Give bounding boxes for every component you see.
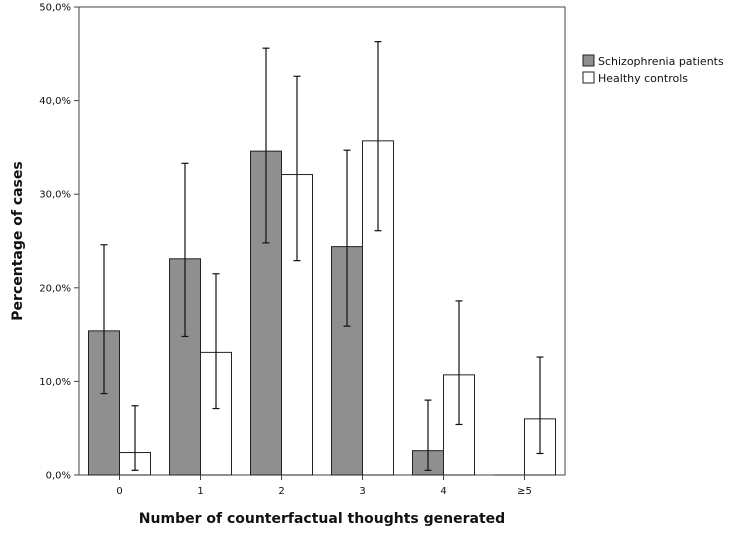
y-tick-label: 50,0% xyxy=(39,3,71,14)
legend-swatch-schizophrenia xyxy=(582,54,595,67)
x-tick-label: 0 xyxy=(116,486,122,497)
error-bars xyxy=(100,41,544,471)
plot-area xyxy=(78,6,566,476)
y-axis-title: Percentage of cases xyxy=(10,161,26,320)
x-tick-label: 4 xyxy=(440,486,446,497)
legend: Schizophrenia patients Healthy controls xyxy=(582,54,724,85)
x-axis-title: Number of counterfactual thoughts genera… xyxy=(139,511,505,527)
y-tick-label: 0,0% xyxy=(46,471,71,482)
legend-swatch-healthy xyxy=(582,71,595,84)
y-tick-label: 20,0% xyxy=(39,283,71,294)
x-tick-label: ≥5 xyxy=(517,486,532,497)
y-tick-label: 10,0% xyxy=(39,377,71,388)
y-tick-label: 40,0% xyxy=(39,96,71,107)
y-axis-ticks: 0,0% 10,0% 20,0% 30,0% 40,0% 50,0% xyxy=(39,3,79,482)
x-axis-ticks: 0 1 2 3 4 ≥5 xyxy=(116,475,532,497)
x-tick-label: 3 xyxy=(359,486,365,497)
x-tick-label: 1 xyxy=(197,486,203,497)
legend-label-schizophrenia: Schizophrenia patients xyxy=(598,55,724,68)
y-tick-label: 30,0% xyxy=(39,190,71,201)
legend-label-healthy: Healthy controls xyxy=(598,72,688,85)
x-tick-label: 2 xyxy=(278,486,284,497)
